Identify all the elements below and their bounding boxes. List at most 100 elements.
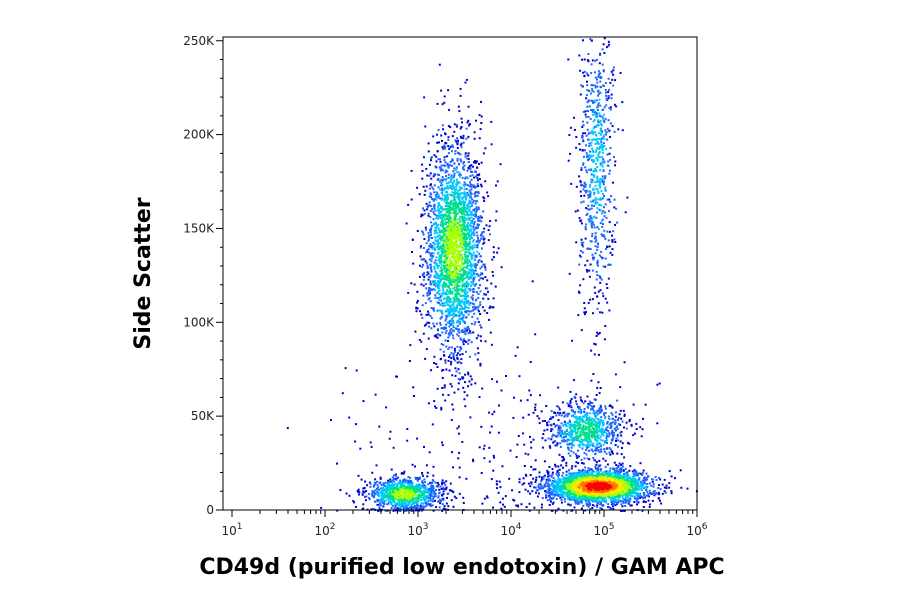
data-point [584,421,587,424]
data-point [470,257,473,260]
data-point [372,508,375,510]
data-point [455,309,458,312]
data-point [543,460,546,463]
data-point [590,167,593,170]
data-point [589,156,592,159]
data-point [552,483,554,486]
data-point [373,500,376,503]
data-point [428,195,431,198]
data-point [617,423,620,426]
data-point [435,285,438,288]
data-point [535,479,538,481]
data-point [366,484,369,487]
data-point [456,321,458,324]
data-point [639,472,642,475]
data-point [429,231,432,234]
data-point [445,210,448,213]
data-point [476,183,479,186]
data-point [574,439,577,441]
data-point [477,208,480,211]
data-point [427,289,430,292]
data-point [584,226,587,229]
data-point [610,97,613,100]
data-point [627,441,629,444]
data-point [580,498,583,501]
data-point [587,74,590,77]
data-point [464,304,467,307]
data-point [567,476,570,479]
data-point [585,144,587,147]
data-point [403,481,406,484]
data-point [448,313,451,316]
data-point [455,210,458,213]
data-point [597,89,600,92]
data-point [596,158,599,161]
data-point [487,195,490,198]
data-point [427,312,430,314]
data-point [580,238,583,241]
data-point [599,169,602,172]
data-point [444,339,447,342]
data-point [626,475,629,478]
data-point [455,196,458,199]
data-point [609,467,612,470]
data-point [455,183,458,186]
data-point [468,213,471,216]
data-point [594,59,597,62]
data-point [425,504,428,507]
data-point [512,498,515,501]
data-point [475,337,478,340]
data-point [459,193,462,196]
data-point [607,130,610,133]
data-point [616,502,619,504]
data-point [379,498,381,501]
data-point [447,347,450,350]
data-point [430,196,433,199]
data-point [579,148,582,151]
data-point [468,259,471,262]
data-point [421,317,424,319]
data-point [625,421,628,424]
data-point [475,226,478,229]
data-point [624,505,627,507]
data-point [466,176,469,179]
data-point [473,131,476,134]
data-point [592,131,595,134]
data-point [451,451,453,454]
data-point [376,484,379,487]
data-point [397,503,400,506]
data-point [464,310,467,313]
data-point [430,268,433,271]
data-point [580,84,583,87]
data-point [418,338,421,341]
data-point [470,341,473,344]
data-point [422,233,425,236]
data-point [679,469,682,472]
data-point [595,142,598,145]
data-point [515,456,518,458]
data-point [616,474,619,477]
data-point [438,506,441,509]
data-point [632,434,635,437]
data-point [497,491,500,494]
data-point [421,480,424,483]
data-point [619,467,622,470]
data-point [456,305,459,308]
data-point [429,505,432,508]
data-point [647,493,650,496]
data-point [480,185,483,188]
data-point [465,78,468,81]
data-point [600,278,603,281]
data-point [433,280,436,282]
data-point [577,290,580,293]
data-point [587,204,590,207]
data-point [548,484,551,487]
data-point [459,196,462,199]
data-point [623,509,626,512]
data-point [577,417,580,420]
data-point [581,418,584,421]
data-point [566,428,569,431]
data-point [654,476,657,478]
data-point [665,484,668,487]
data-point [432,307,434,310]
